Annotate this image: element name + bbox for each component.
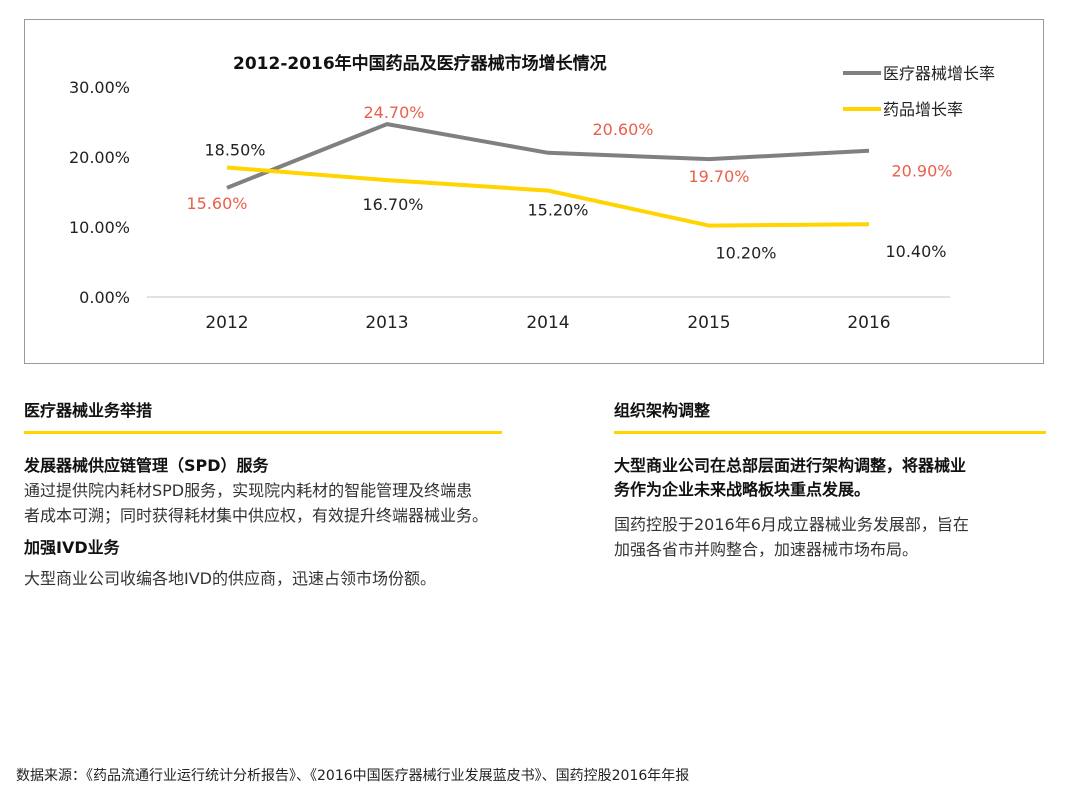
x-tick-label: 2015	[687, 313, 730, 333]
y-tick-label: 30.00%	[69, 78, 130, 97]
right-section-title: 组织架构调整	[614, 401, 711, 420]
restructure-summary-line-1: 大型商业公司在总部层面进行架构调整，将器械业	[614, 456, 967, 475]
data-label: 10.40%	[885, 242, 946, 261]
ivd-item-line-1: 大型商业公司收编各地IVD的供应商，迅速占领市场份额。	[24, 569, 436, 588]
x-tick-label: 2012	[205, 313, 248, 333]
data-label: 20.60%	[592, 120, 653, 139]
right-section-rule	[614, 431, 1046, 434]
legend-label: 药品增长率	[883, 100, 963, 119]
ivd-item-title: 加强IVD业务	[24, 538, 120, 557]
right-section: 组织架构调整 大型商业公司在总部层面进行架构调整，将器械业 务作为企业未来战略板…	[614, 400, 1046, 562]
x-tick-label: 2013	[365, 313, 408, 333]
series-line-drugs	[226, 165, 870, 228]
left-section: 医疗器械业务举措 发展器械供应链管理（SPD）服务 通过提供院内耗材SPD服务，…	[24, 400, 502, 591]
chart-title: 2012-2016年中国药品及医疗器械市场增长情况	[233, 53, 607, 74]
restructure-summary: 大型商业公司在总部层面进行架构调整，将器械业 务作为企业未来战略板块重点发展。	[614, 454, 1046, 502]
data-label: 24.70%	[363, 103, 424, 122]
restructure-detail-line-1: 国药控股于2016年6月成立器械业务发展部，旨在	[614, 515, 969, 534]
left-section-title: 医疗器械业务举措	[24, 401, 153, 420]
data-label: 19.70%	[688, 167, 749, 186]
series-line-devices	[226, 122, 870, 190]
data-label: 15.20%	[527, 201, 588, 220]
data-label: 10.20%	[715, 244, 776, 263]
spd-item-title: 发展器械供应链管理（SPD）服务	[24, 456, 269, 475]
data-label: 16.70%	[362, 195, 423, 214]
x-tick-label: 2016	[847, 313, 890, 333]
restructure-detail-line-2: 加强各省市并购整合，加速器械市场布局。	[614, 540, 919, 559]
line-chart: 2012-2016年中国药品及医疗器械市场增长情况 30.00% 20.00% 10.…	[69, 53, 995, 333]
spd-item-line-2: 者成本可溯；同时获得耗材集中供应权，有效提升终端器械业务。	[24, 506, 489, 525]
data-label: 18.50%	[204, 141, 265, 160]
restructure-summary-line-2: 务作为企业未来战略板块重点发展。	[614, 480, 871, 499]
y-tick-label: 10.00%	[69, 218, 130, 237]
spd-item: 发展器械供应链管理（SPD）服务 通过提供院内耗材SPD服务，实现院内耗材的智能…	[24, 454, 502, 528]
chart-frame: 2012-2016年中国药品及医疗器械市场增长情况 30.00% 20.00% 10.…	[24, 19, 1044, 364]
data-label: 15.60%	[186, 194, 247, 213]
restructure-detail: 国药控股于2016年6月成立器械业务发展部，旨在 加强各省市并购整合，加速器械市…	[614, 512, 1046, 562]
ivd-item: 加强IVD业务 大型商业公司收编各地IVD的供应商，迅速占领市场份额。	[24, 536, 502, 591]
legend-label: 医疗器械增长率	[883, 64, 995, 83]
x-tick-label: 2014	[526, 313, 569, 333]
left-section-rule	[24, 431, 502, 434]
y-tick-label: 20.00%	[69, 148, 130, 167]
y-tick-label: 0.00%	[79, 288, 130, 307]
data-label: 20.90%	[891, 162, 952, 181]
spd-item-line-1: 通过提供院内耗材SPD服务，实现院内耗材的智能管理及终端患	[24, 481, 473, 500]
data-source-note: 数据来源：《药品流通行业运行统计分析报告》、《2016中国医疗器械行业发展蓝皮书…	[16, 768, 690, 784]
